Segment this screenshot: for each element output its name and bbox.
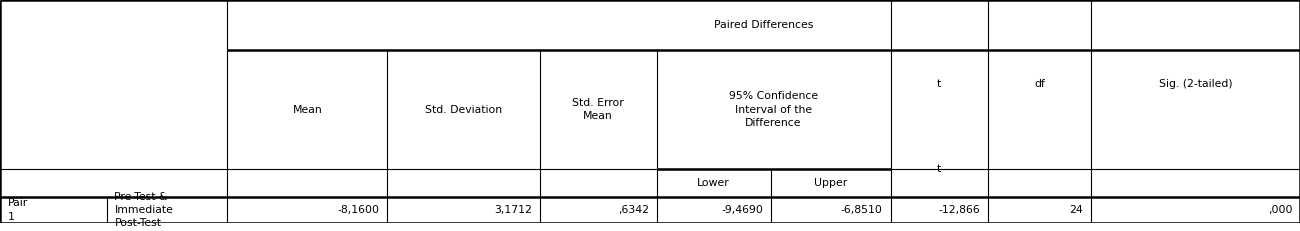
Text: -12,866: -12,866 <box>939 205 980 215</box>
Text: Pre-Test &
Immediate
Post-Test: Pre-Test & Immediate Post-Test <box>114 192 173 228</box>
Text: Std. Error
Mean: Std. Error Mean <box>572 98 624 121</box>
Text: Mean: Mean <box>292 104 322 115</box>
Text: t: t <box>937 164 941 174</box>
Text: -9,4690: -9,4690 <box>722 205 763 215</box>
Text: Paired Differences: Paired Differences <box>714 20 814 30</box>
Text: t: t <box>937 79 941 89</box>
Text: 24: 24 <box>1069 205 1083 215</box>
Text: Std. Deviation: Std. Deviation <box>425 104 502 115</box>
Text: df: df <box>1034 79 1045 89</box>
Text: -6,8510: -6,8510 <box>841 205 883 215</box>
Text: 3,1712: 3,1712 <box>494 205 532 215</box>
Text: 95% Confidence
Interval of the
Difference: 95% Confidence Interval of the Differenc… <box>729 91 818 128</box>
Text: -8,1600: -8,1600 <box>338 205 380 215</box>
Text: ,6342: ,6342 <box>618 205 649 215</box>
Text: Pair
1: Pair 1 <box>8 198 29 222</box>
Text: Upper: Upper <box>814 178 848 188</box>
Text: ,000: ,000 <box>1268 205 1292 215</box>
Text: Lower: Lower <box>697 178 731 188</box>
Text: Sig. (2-tailed): Sig. (2-tailed) <box>1158 79 1232 89</box>
